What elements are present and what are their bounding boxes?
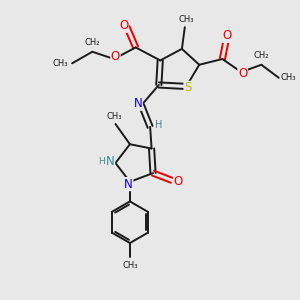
Text: N: N (134, 97, 142, 110)
Text: N: N (106, 155, 115, 168)
Text: CH₃: CH₃ (178, 15, 194, 24)
Text: H: H (154, 120, 162, 130)
Text: CH₃: CH₃ (280, 73, 296, 82)
Text: O: O (119, 19, 128, 32)
Text: CH₃: CH₃ (106, 112, 122, 121)
Text: O: O (238, 67, 247, 80)
Text: O: O (111, 50, 120, 63)
Text: S: S (184, 81, 191, 94)
Text: CH₃: CH₃ (122, 261, 138, 270)
Text: H: H (98, 157, 105, 166)
Text: O: O (173, 175, 183, 188)
Text: CH₂: CH₂ (254, 51, 269, 60)
Text: O: O (222, 29, 231, 42)
Text: N: N (124, 178, 133, 190)
Text: CH₂: CH₂ (85, 38, 100, 46)
Text: CH₃: CH₃ (52, 59, 68, 68)
